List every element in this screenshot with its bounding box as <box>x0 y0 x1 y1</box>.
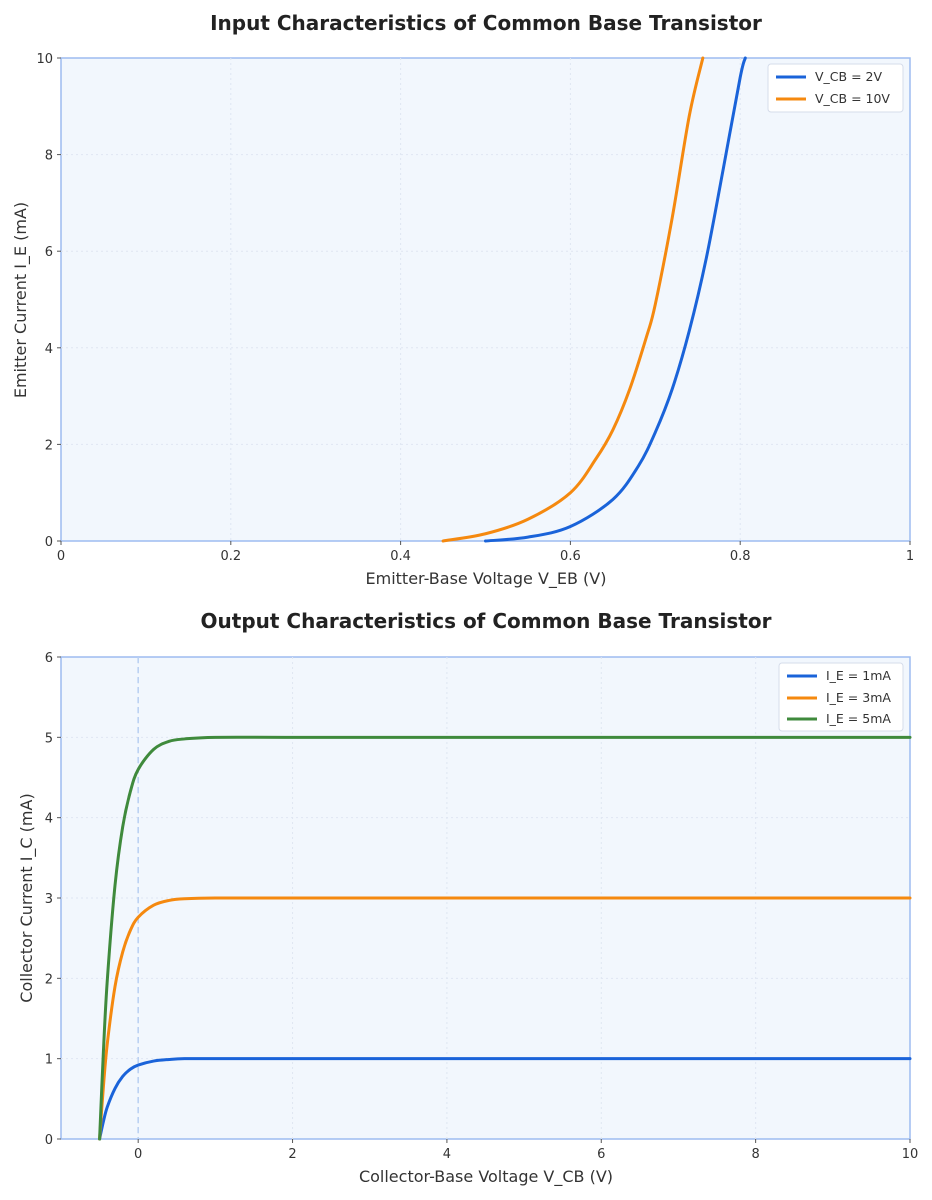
chart2-y-tick-label: 3 <box>45 892 53 907</box>
chart1-series <box>441 56 747 543</box>
chart1-y-axis-label: Emitter Current I_E (mA) <box>11 202 31 398</box>
chart2-y-tick-label: 4 <box>45 812 53 827</box>
chart2-legend: I_E = 1mA I_E = 3mA I_E = 5mA <box>778 662 904 732</box>
chart1-series-line-0 <box>484 56 747 543</box>
chart1-grid <box>61 58 910 541</box>
chart1-x-tick-label: 0.8 <box>730 549 751 564</box>
chart2-x-axis-label: Collector-Base Voltage V_CB (V) <box>359 1167 613 1187</box>
chart2-x-tick-label: 4 <box>443 1147 451 1162</box>
chart1-y-tick-label: 6 <box>45 245 53 260</box>
chart2-x-tick-label: 6 <box>597 1147 605 1162</box>
chart2-series-line-2 <box>98 735 912 1141</box>
chart1-x-ticks: 0 0.2 0.4 0.6 0.8 1 <box>57 541 914 564</box>
chart2-x-tick-label: 0 <box>134 1147 142 1162</box>
chart2-x-tick-label: 10 <box>902 1147 919 1162</box>
chart1-legend-label-0: V_CB = 2V <box>815 69 882 84</box>
chart1-x-tick-label: 0.4 <box>390 549 411 564</box>
chart2-legend-label-1: I_E = 3mA <box>826 690 891 705</box>
chart1-legend: V_CB = 2V V_CB = 10V <box>767 63 904 113</box>
chart2-x-tick-label: 2 <box>288 1147 296 1162</box>
chart2-x-tick-label: 8 <box>751 1147 759 1162</box>
chart1-title: Input Characteristics of Common Base Tra… <box>210 11 762 35</box>
chart1-y-tick-label: 0 <box>45 535 53 550</box>
chart2-legend-label-0: I_E = 1mA <box>826 668 891 683</box>
chart2-y-ticks: 0 1 2 3 4 5 6 <box>45 651 61 1148</box>
chart2-y-tick-label: 1 <box>45 1053 53 1068</box>
chart2-series-line-1 <box>98 896 912 1141</box>
chart1-x-tick-label: 1 <box>906 549 914 564</box>
chart2-series <box>98 735 912 1141</box>
chart1-y-tick-label: 2 <box>45 438 53 453</box>
chart2-y-tick-label: 2 <box>45 972 53 987</box>
chart1-plot-area <box>60 57 911 542</box>
chart2-x-ticks: 0 2 4 6 8 10 <box>134 1139 918 1162</box>
chart1-y-tick-label: 10 <box>36 52 53 67</box>
chart1-series-line-1 <box>441 56 705 543</box>
chart1-x-tick-label: 0 <box>57 549 65 564</box>
chart-input-characteristics: Input Characteristics of Common Base Tra… <box>11 11 914 589</box>
chart2-y-tick-label: 6 <box>45 651 53 666</box>
chart1-y-tick-label: 4 <box>45 342 53 357</box>
chart1-legend-label-1: V_CB = 10V <box>815 91 890 106</box>
chart2-legend-label-2: I_E = 5mA <box>826 711 891 726</box>
chart1-y-tick-label: 8 <box>45 149 53 164</box>
chart1-y-ticks: 0 2 4 6 8 10 <box>36 52 61 550</box>
chart-output-characteristics: Output Characteristics of Common Base Tr… <box>17 609 918 1187</box>
chart1-x-axis-label: Emitter-Base Voltage V_EB (V) <box>366 569 607 589</box>
chart1-x-tick-label: 0.6 <box>560 549 581 564</box>
chart2-y-axis-label: Collector Current I_C (mA) <box>17 793 37 1002</box>
chart2-title: Output Characteristics of Common Base Tr… <box>201 609 772 633</box>
chart2-legend-box <box>778 662 904 732</box>
chart2-y-tick-label: 5 <box>45 731 53 746</box>
chart2-y-tick-label: 0 <box>45 1133 53 1148</box>
chart2-series-line-0 <box>98 1057 912 1141</box>
chart1-x-tick-label: 0.2 <box>220 549 241 564</box>
